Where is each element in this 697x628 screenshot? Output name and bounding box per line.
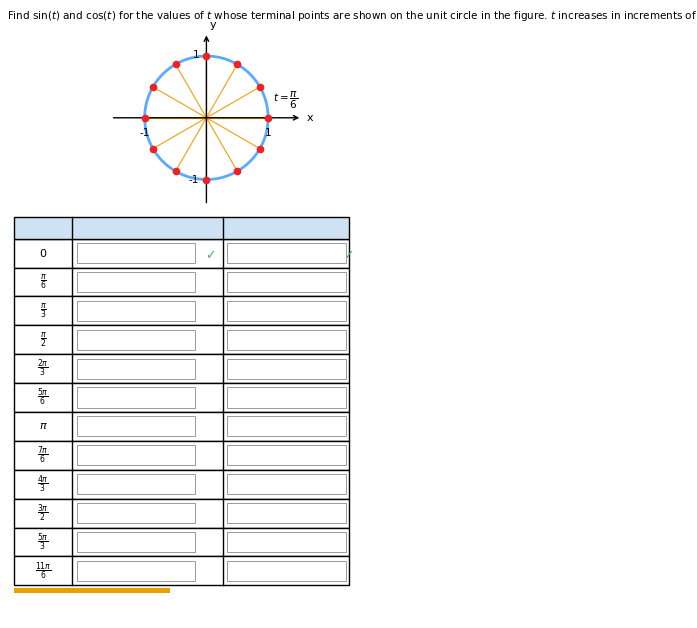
Text: $\frac{\pi}{3}$: $\frac{\pi}{3}$ (40, 301, 47, 320)
Text: 0: 0 (84, 246, 93, 261)
Text: Find sin($t$) and cos($t$) for the values of $t$ whose terminal points are shown: Find sin($t$) and cos($t$) for the value… (7, 9, 697, 23)
Text: $\frac{11\pi}{6}$: $\frac{11\pi}{6}$ (35, 560, 52, 582)
Text: y: y (210, 20, 217, 30)
Text: ✓: ✓ (205, 249, 216, 262)
Text: ✓: ✓ (343, 249, 354, 262)
Text: 1: 1 (192, 50, 199, 60)
Text: $\sin(t)$: $\sin(t)$ (131, 220, 164, 235)
Text: $t$: $t$ (40, 221, 47, 234)
Text: -1: -1 (189, 175, 199, 185)
Text: $\frac{4\pi}{3}$: $\frac{4\pi}{3}$ (38, 474, 49, 495)
Text: $\frac{2\pi}{3}$: $\frac{2\pi}{3}$ (38, 358, 49, 379)
Text: $\frac{5\pi}{3}$: $\frac{5\pi}{3}$ (38, 531, 49, 553)
Text: $\frac{7\pi}{6}$: $\frac{7\pi}{6}$ (38, 445, 49, 466)
Text: 1: 1 (234, 246, 244, 261)
Text: $\frac{\pi}{2}$: $\frac{\pi}{2}$ (40, 330, 47, 349)
Text: $t=\dfrac{\pi}{6}$: $t=\dfrac{\pi}{6}$ (273, 90, 298, 111)
Text: $\frac{\pi}{6}$: $\frac{\pi}{6}$ (40, 273, 47, 291)
Text: $\frac{5\pi}{6}$: $\frac{5\pi}{6}$ (38, 387, 49, 408)
Text: -1: -1 (139, 127, 150, 138)
Text: $0$: $0$ (39, 247, 47, 259)
Text: x: x (307, 113, 313, 123)
Text: $\cos(t)$: $\cos(t)$ (268, 220, 304, 235)
Text: $\pi$: $\pi$ (39, 421, 47, 431)
Text: $\frac{3\pi}{2}$: $\frac{3\pi}{2}$ (38, 502, 49, 524)
Text: 1: 1 (265, 127, 271, 138)
